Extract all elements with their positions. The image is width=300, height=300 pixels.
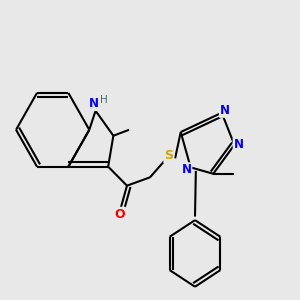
Text: N: N — [234, 138, 244, 152]
Text: N: N — [182, 163, 191, 176]
Text: N: N — [220, 104, 230, 117]
Text: H: H — [100, 95, 108, 105]
Text: O: O — [114, 208, 125, 221]
Text: S: S — [164, 149, 173, 162]
Text: N: N — [88, 97, 98, 110]
